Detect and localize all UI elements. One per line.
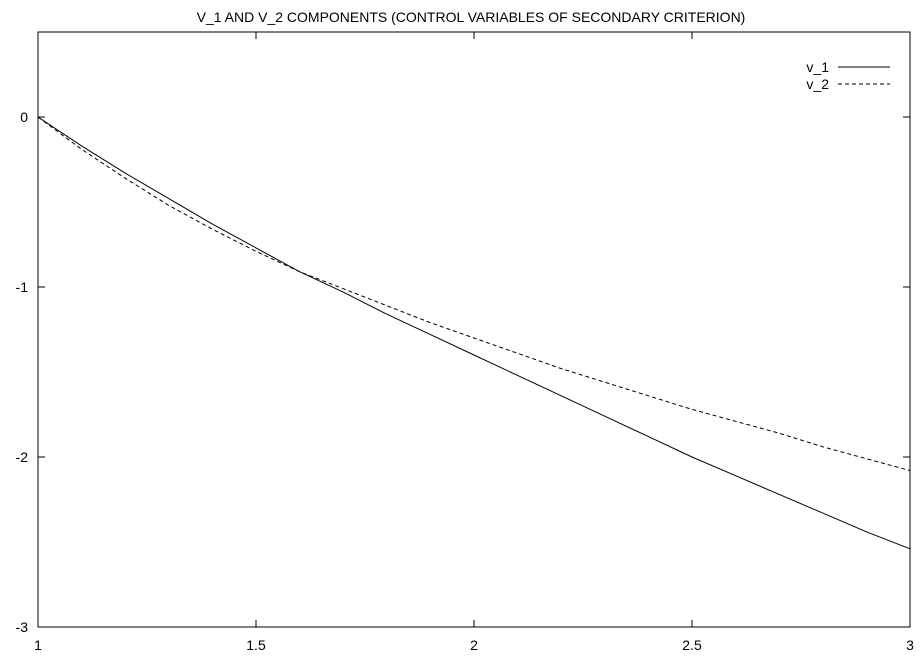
- x-tick-label: 3: [906, 637, 914, 653]
- series-line-v-1: [37, 116, 911, 550]
- plot-frame: [37, 31, 911, 628]
- x-tick-label: 1.5: [246, 637, 266, 653]
- x-tick-label: 2.5: [682, 637, 702, 653]
- axis-tick-labels: 1 1.5 2 2.5 3 0 -1 -2 -3: [16, 109, 915, 653]
- y-tick-label: 0: [20, 109, 28, 125]
- x-tick-label: 2: [470, 637, 478, 653]
- x-tick-label: 1: [34, 637, 42, 653]
- legend-label-v-2: v_2: [806, 76, 829, 92]
- axis-ticks: [37, 32, 911, 628]
- y-tick-label: -3: [16, 619, 29, 635]
- legend-label-v-1: v_1: [806, 59, 829, 75]
- series-layer: [37, 116, 911, 550]
- y-tick-label: -2: [16, 449, 29, 465]
- y-tick-label: -1: [16, 279, 29, 295]
- legend: v_1v_2: [806, 59, 890, 92]
- series-line-v-2: [37, 116, 911, 472]
- chart-title: V_1 AND V_2 COMPONENTS (CONTROL VARIABLE…: [197, 9, 746, 25]
